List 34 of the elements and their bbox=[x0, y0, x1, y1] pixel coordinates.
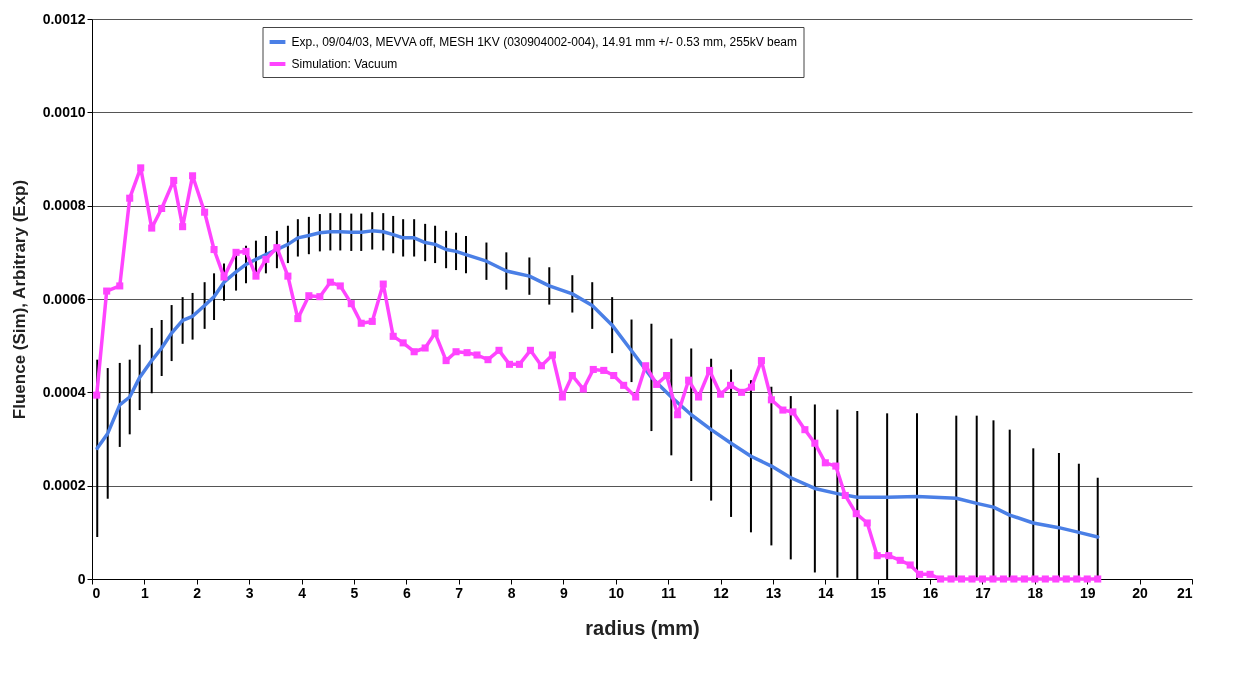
x-tick-label: 11 bbox=[661, 584, 677, 601]
x-tick-label: 21 bbox=[1176, 584, 1193, 601]
x-tick-label: 20 bbox=[1132, 584, 1149, 601]
y-tick-label: 0.0004 bbox=[42, 383, 86, 400]
legend-label: Simulation: Vacuum bbox=[291, 57, 398, 71]
y-axis-title: Fluence (Sim), Arbitrary (Exp) bbox=[9, 179, 29, 420]
y-tick-label: 0.0008 bbox=[42, 197, 86, 214]
x-tick-label: 12 bbox=[713, 584, 730, 601]
x-tick-label: 13 bbox=[765, 584, 782, 601]
x-tick-label: 8 bbox=[507, 584, 516, 601]
x-tick-label: 10 bbox=[608, 584, 625, 601]
x-tick-label: 19 bbox=[1079, 584, 1096, 601]
x-tick-label: 3 bbox=[245, 584, 254, 601]
x-tick-label: 16 bbox=[922, 584, 939, 601]
y-tick-label: 0.0012 bbox=[42, 10, 86, 27]
y-tick-label: 0.0010 bbox=[42, 103, 86, 120]
line-series bbox=[95, 229, 1100, 539]
x-tick-label: 0 bbox=[92, 584, 101, 601]
x-tick-label: 15 bbox=[870, 584, 887, 601]
x-tick-label: 6 bbox=[402, 584, 411, 601]
x-tick-label: 7 bbox=[455, 584, 464, 601]
x-tick-label: 18 bbox=[1027, 584, 1044, 601]
y-tick-label: 0 bbox=[77, 570, 86, 587]
y-tick-label: 0.0006 bbox=[42, 290, 86, 307]
x-tick-label: 1 bbox=[140, 584, 149, 601]
x-tick-label: 2 bbox=[193, 584, 202, 601]
legend-label: Exp., 09/04/03, MEVVA off, MESH 1KV (030904002-004), 14.91 mm +/- 0.53 mm, 255kV beam bbox=[291, 35, 797, 49]
x-tick-label: 4 bbox=[298, 584, 307, 601]
x-tick-label: 5 bbox=[350, 584, 359, 601]
x-tick-label: 9 bbox=[560, 584, 569, 601]
y-tick-label: 0.0002 bbox=[42, 477, 86, 494]
x-tick-label: 17 bbox=[975, 584, 991, 601]
x-axis-title: radius (mm) bbox=[585, 616, 700, 639]
x-tick-label: 14 bbox=[818, 584, 834, 601]
